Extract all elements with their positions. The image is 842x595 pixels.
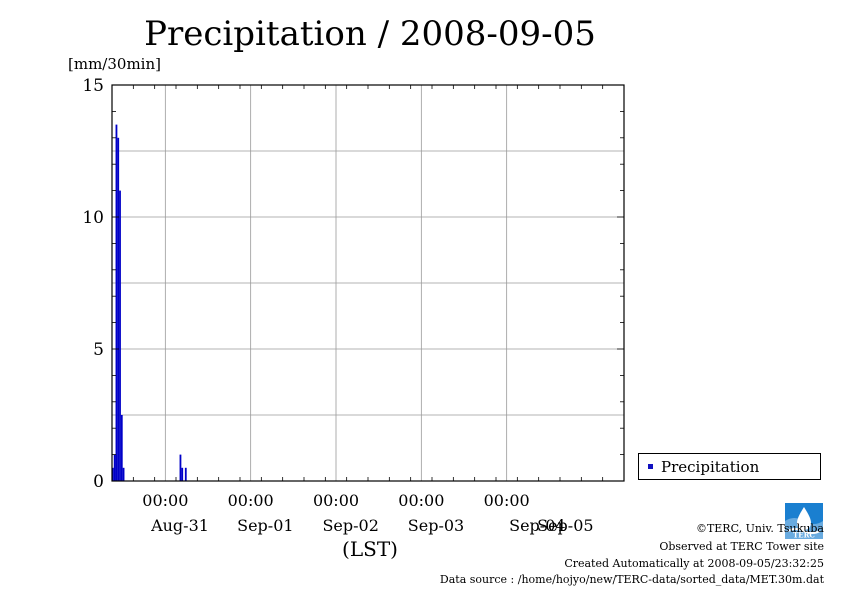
x-time-label: 00:00 <box>142 491 188 510</box>
credit-site: Observed at TERC Tower site <box>659 540 824 553</box>
terc-logo: TERC <box>785 503 823 540</box>
y-tick-label: 10 <box>82 208 104 228</box>
precipitation-bar <box>122 467 125 481</box>
logo-text: TERC <box>793 531 815 540</box>
legend-swatch <box>648 464 653 469</box>
x-time-label: 00:00 <box>313 491 359 510</box>
x-date-label: Sep-05 <box>537 516 593 535</box>
precipitation-bar <box>117 137 120 482</box>
x-date-label: Sep-03 <box>408 516 464 535</box>
precipitation-bar <box>181 467 184 481</box>
y-tick-label: 5 <box>93 340 104 360</box>
x-date-label: Sep-02 <box>322 516 378 535</box>
x-time-label: 00:00 <box>398 491 444 510</box>
y-tick-label: 0 <box>93 472 104 492</box>
precipitation-bar <box>113 454 116 481</box>
precipitation-bar <box>115 124 118 481</box>
precipitation-bar <box>120 415 123 481</box>
credit-created: Created Automatically at 2008-09-05/23:3… <box>564 557 824 570</box>
credit-copyright: ©TERC, Univ. Tsukuba <box>695 522 824 535</box>
legend: Precipitation <box>638 453 821 480</box>
y-units-label: [mm/30min] <box>68 55 161 73</box>
x-axis-label: (LST) <box>342 537 398 561</box>
y-tick-label: 15 <box>82 76 104 96</box>
precipitation-bar <box>179 454 182 481</box>
legend-label: Precipitation <box>661 458 760 476</box>
x-time-label: 00:00 <box>228 491 274 510</box>
x-time-label: 00:00 <box>484 491 530 510</box>
precipitation-bar <box>184 467 187 481</box>
x-date-label: Sep-04 <box>509 516 565 535</box>
x-date-label: Aug-31 <box>150 516 209 535</box>
credit-source: Data source : /home/hojyo/new/TERC-data/… <box>439 573 824 586</box>
precipitation-bar <box>119 190 121 481</box>
precipitation-bar <box>112 467 114 481</box>
x-date-label: Sep-01 <box>237 516 293 535</box>
chart-title: Precipitation / 2008-09-05 <box>144 14 596 54</box>
